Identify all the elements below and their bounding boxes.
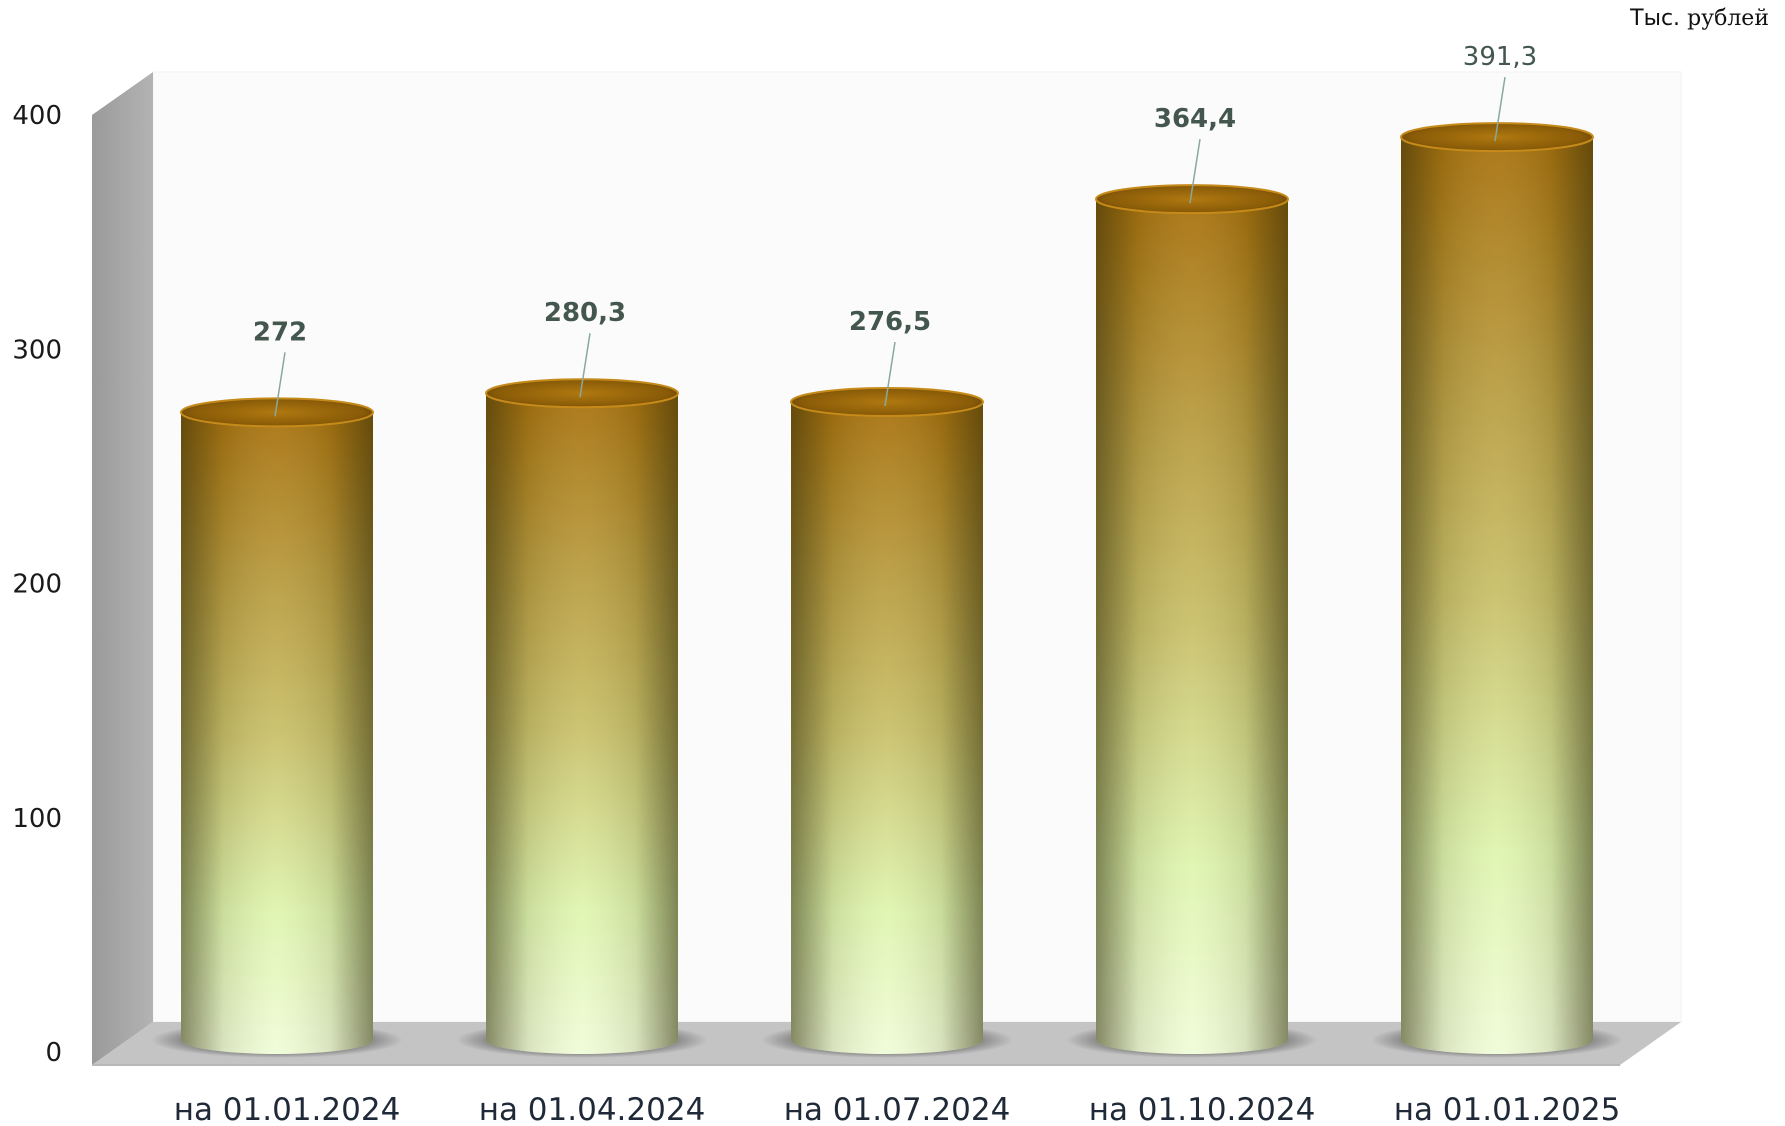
bar-cylinder: 280,3 — [456, 298, 708, 1058]
value-leader-line — [884, 341, 896, 407]
value-leader-line — [274, 352, 286, 417]
x-axis: на 01.01.2024 на 01.04.2024 на 01.07.2024 н… — [174, 1092, 1621, 1126]
x-category-label: на 01.01.2025 — [1394, 1092, 1621, 1126]
unit-label: Тыс. рублей — [1630, 6, 1769, 31]
bar-body-shading — [1096, 199, 1288, 1055]
bar-top — [180, 397, 374, 428]
bar-cylinder: 272 — [151, 317, 403, 1058]
bar-body-shading — [181, 412, 373, 1054]
value-leader-line — [1494, 76, 1506, 142]
value-label: 276,5 — [849, 307, 931, 337]
x-category-label: на 01.04.2024 — [479, 1092, 706, 1126]
bar-body-shading — [1401, 137, 1593, 1054]
x-category-label: на 01.07.2024 — [784, 1092, 1011, 1126]
y-tick-label: 400 — [12, 101, 62, 131]
bar-top — [485, 378, 679, 409]
x-category-label: на 01.01.2024 — [174, 1092, 401, 1126]
value-leader-line — [579, 333, 591, 398]
y-axis: 0 100 200 300 400 — [12, 101, 62, 1068]
y-tick-label: 0 — [45, 1038, 62, 1068]
bar-top — [1400, 122, 1594, 153]
bars: 272 280,3 276,5 364,4 391,3 — [151, 42, 1623, 1058]
x-category-label: на 01.10.2024 — [1089, 1092, 1316, 1126]
bar-body-shading — [486, 393, 678, 1054]
value-leader-line — [1189, 139, 1201, 204]
bar-top — [1095, 184, 1289, 215]
value-label: 391,3 — [1463, 42, 1537, 72]
bar-cylinder: 391,3 — [1371, 42, 1623, 1058]
y-tick-label: 300 — [12, 335, 62, 365]
value-label: 364,4 — [1154, 104, 1236, 134]
value-label: 280,3 — [544, 298, 626, 328]
side-wall — [92, 72, 153, 1065]
bar-top — [790, 386, 984, 417]
value-label: 272 — [253, 317, 307, 347]
unit-suffix: рублей — [1687, 6, 1769, 31]
bar-body-shading — [791, 401, 983, 1054]
unit-prefix: Тыс. — [1630, 6, 1681, 31]
bar-cylinder: 276,5 — [761, 307, 1013, 1058]
y-tick-label: 200 — [12, 570, 62, 600]
y-tick-label: 100 — [12, 804, 62, 834]
bar-cylinder: 364,4 — [1066, 104, 1318, 1058]
